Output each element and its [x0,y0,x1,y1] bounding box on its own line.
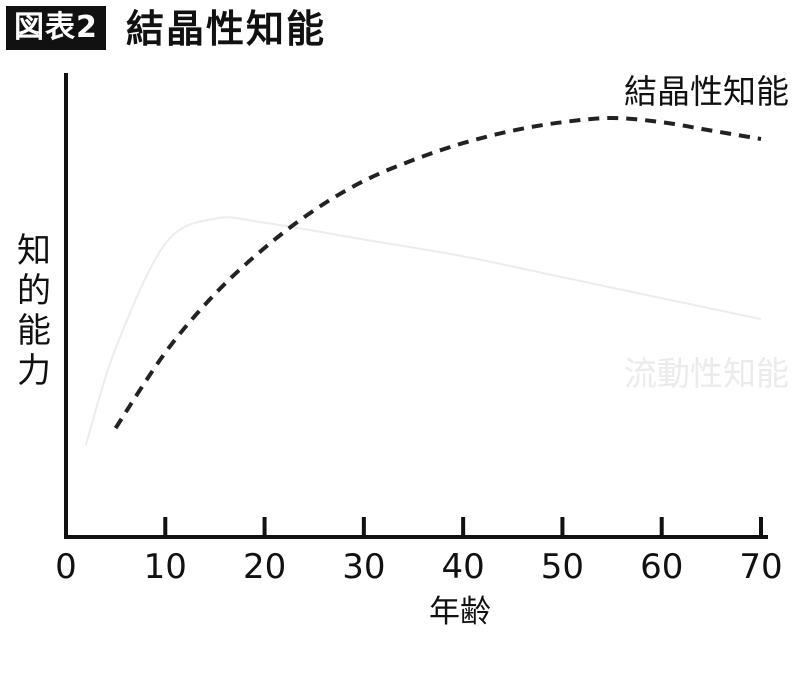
x-tick-label-70: 70 [739,547,782,587]
axes [64,73,768,539]
x-ticks [163,517,763,537]
series-line-fluid [84,216,762,446]
figure-badge: 図表2 [6,6,106,50]
x-tick-label-20: 20 [243,547,286,587]
series-layer [84,115,762,446]
x-tick-label-60: 60 [640,547,683,587]
y-axis-label-char: 知 [17,231,51,271]
x-tick-label-40: 40 [442,547,485,587]
x-tick-label-0: 0 [55,547,77,587]
x-tick-label-30: 30 [342,547,385,587]
series-line-crystallized [113,115,762,430]
x-tick-label-50: 50 [541,547,584,587]
series-label-crystallized: 結晶性知能 [624,72,789,111]
x-tick-labels: 0 10 20 30 40 50 60 70 [55,547,782,587]
figure-title: 結晶性知能 [126,7,327,51]
x-axis-label: 年齢 [429,594,491,630]
y-axis-label-char: 力 [17,351,51,391]
y-axis-label-char: 的 [17,271,51,311]
x-tick-label-10: 10 [144,547,187,587]
series-label-fluid: 流動性知能 [624,354,789,393]
y-axis-label-char: 能 [17,311,51,351]
